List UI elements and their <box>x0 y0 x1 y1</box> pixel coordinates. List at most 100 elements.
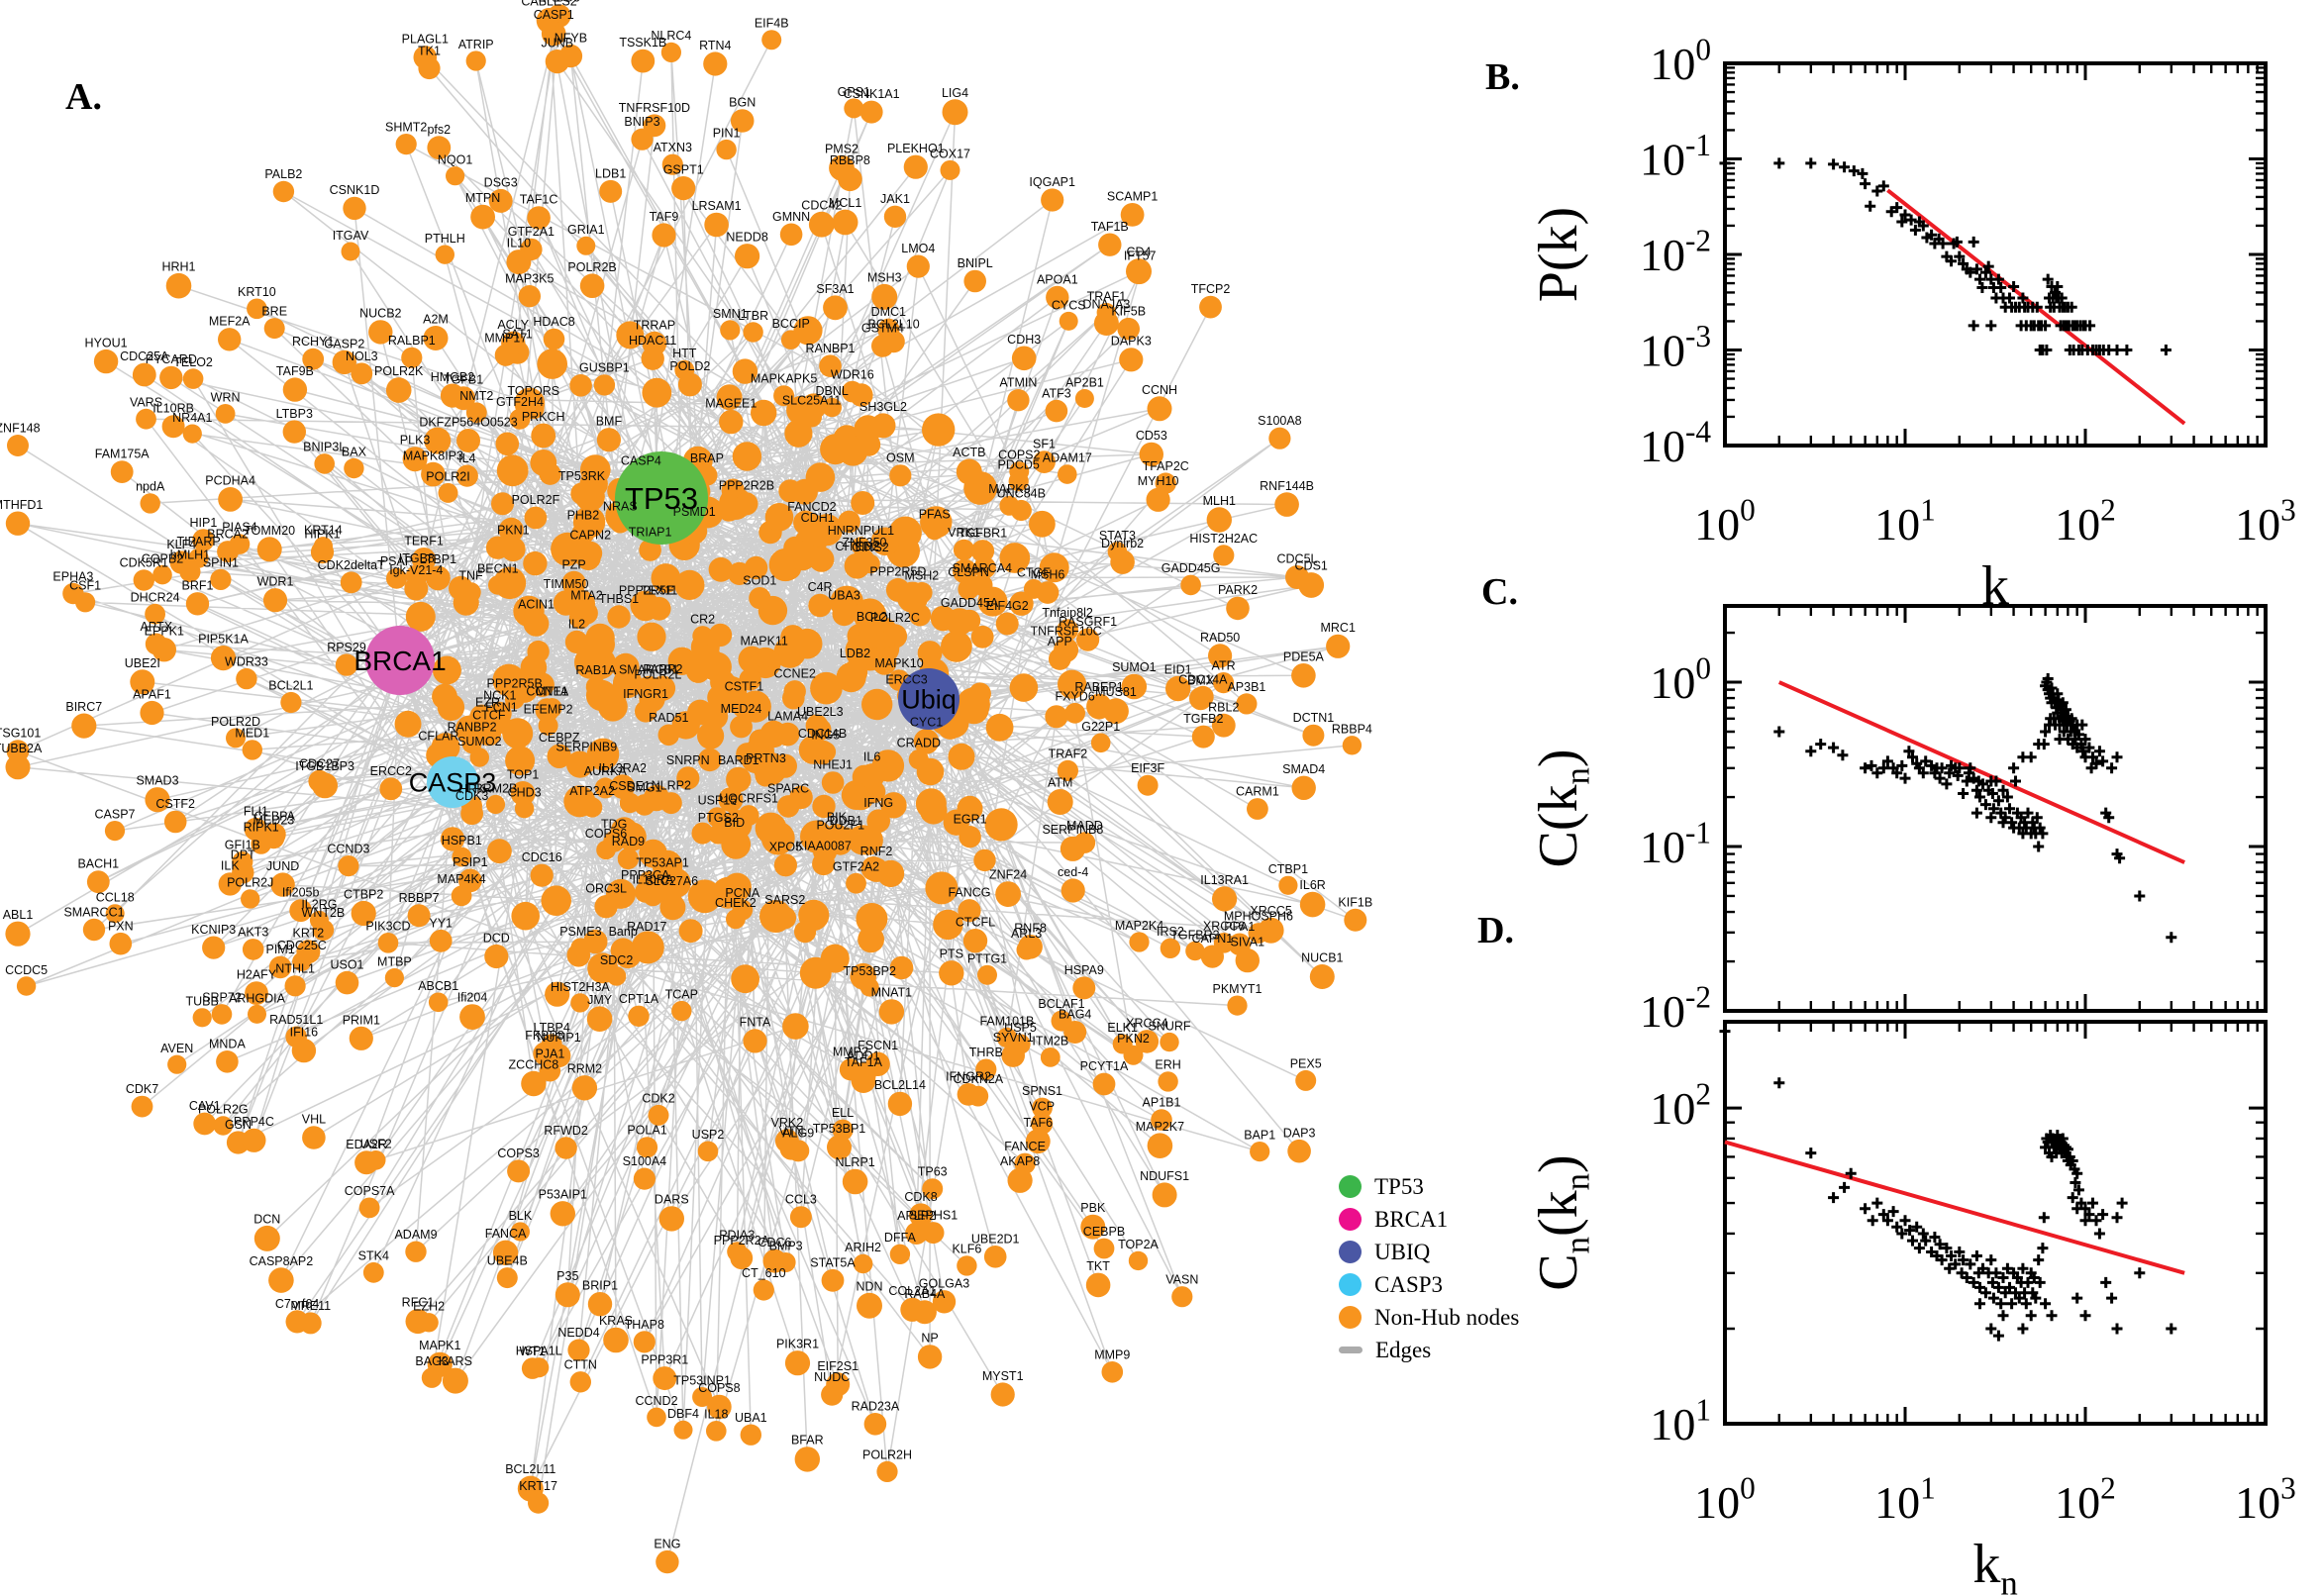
svg-text:IL10RB: IL10RB <box>152 402 194 416</box>
svg-text:FNTA: FNTA <box>740 1016 771 1030</box>
svg-text:VHL: VHL <box>302 1113 326 1127</box>
svg-text:100: 100 <box>1694 493 1756 549</box>
svg-text:CASP7: CASP7 <box>95 808 136 822</box>
svg-text:TOPORS: TOPORS <box>508 384 560 398</box>
svg-text:TRAF2: TRAF2 <box>1049 747 1088 760</box>
svg-text:SNRPN: SNRPN <box>666 753 710 767</box>
svg-text:CTBP2: CTBP2 <box>344 887 383 901</box>
svg-text:BNIPL: BNIPL <box>958 256 993 270</box>
svg-text:ATP2A2: ATP2A2 <box>569 784 615 798</box>
svg-text:TEX11: TEX11 <box>641 583 677 597</box>
svg-text:ACTB: ACTB <box>953 446 985 459</box>
svg-text:PKMYT1: PKMYT1 <box>1212 982 1262 996</box>
svg-text:PIK3CD: PIK3CD <box>365 920 410 934</box>
svg-text:VRK2: VRK2 <box>771 1116 804 1130</box>
svg-text:CCL3: CCL3 <box>785 1193 817 1207</box>
svg-text:WNT2B: WNT2B <box>302 906 346 920</box>
svg-text:EID1: EID1 <box>1164 662 1192 676</box>
svg-text:DCN: DCN <box>253 1213 280 1227</box>
svg-text:RAD23A: RAD23A <box>852 1399 900 1413</box>
svg-text:BAG4: BAG4 <box>1059 1008 1091 1022</box>
svg-text:CSF1: CSF1 <box>69 579 101 593</box>
svg-text:EIF4B: EIF4B <box>755 17 789 31</box>
svg-text:HYOU1: HYOU1 <box>85 336 128 349</box>
svg-text:UBE2I: UBE2I <box>125 656 160 670</box>
svg-text:CYCS: CYCS <box>1052 298 1086 312</box>
svg-text:CFLAR: CFLAR <box>418 730 458 744</box>
legend-item-label: BRCA1 <box>1374 1206 1449 1232</box>
svg-text:MTPN: MTPN <box>465 191 500 205</box>
svg-text:IFNGR1: IFNGR1 <box>623 687 668 701</box>
svg-text:MSH6: MSH6 <box>1031 568 1065 582</box>
svg-text:PSME3: PSME3 <box>559 925 601 939</box>
svg-text:PTTG1: PTTG1 <box>967 951 1007 965</box>
svg-text:RCHY1: RCHY1 <box>292 335 334 349</box>
svg-text:ATR: ATR <box>1212 659 1236 673</box>
svg-text:ARIH2: ARIH2 <box>845 1241 881 1254</box>
svg-text:SLC25A11: SLC25A11 <box>782 393 842 407</box>
svg-text:PMS2: PMS2 <box>825 142 858 155</box>
svg-text:NUCB1: NUCB1 <box>1301 951 1343 965</box>
svg-text:WRN: WRN <box>211 391 241 405</box>
svg-text:CDC16: CDC16 <box>522 850 562 864</box>
svg-text:HSPA9: HSPA9 <box>1064 963 1104 977</box>
panel-label-b: B. <box>1485 56 1520 98</box>
svg-text:THRB: THRB <box>969 1046 1003 1059</box>
svg-text:COL2A1: COL2A1 <box>888 1284 936 1298</box>
svg-text:BCL2L10: BCL2L10 <box>868 317 920 331</box>
svg-text:IL2RG: IL2RG <box>301 897 337 911</box>
svg-text:CD4: CD4 <box>1126 246 1151 259</box>
svg-text:TRAF1: TRAF1 <box>1087 290 1127 304</box>
svg-text:BECN1: BECN1 <box>477 562 519 576</box>
svg-text:IRS2: IRS2 <box>1157 925 1184 939</box>
svg-text:RPS29: RPS29 <box>327 641 366 654</box>
svg-text:XRCC4: XRCC4 <box>1126 1017 1167 1031</box>
svg-text:POLR2J: POLR2J <box>227 876 273 890</box>
svg-text:RNF144B: RNF144B <box>1260 479 1314 493</box>
svg-text:NUDC: NUDC <box>814 1370 850 1384</box>
svg-text:CD53: CD53 <box>1136 429 1167 443</box>
svg-text:BIRC7: BIRC7 <box>65 700 102 714</box>
svg-text:GFI1B: GFI1B <box>225 839 260 852</box>
tp53-hub-swatch-icon <box>1339 1175 1362 1198</box>
svg-text:CDK2deltaT: CDK2deltaT <box>318 558 385 572</box>
svg-text:GOLGA3: GOLGA3 <box>919 1277 969 1291</box>
svg-text:BCL2: BCL2 <box>857 610 887 624</box>
svg-text:NTHL1: NTHL1 <box>275 962 315 976</box>
svg-text:102: 102 <box>2055 1471 2116 1528</box>
svg-text:TOP2A: TOP2A <box>1118 1238 1159 1251</box>
svg-text:RAD51L1: RAD51L1 <box>269 1013 323 1027</box>
svg-text:BMP3: BMP3 <box>769 1240 803 1253</box>
svg-text:GSN: GSN <box>225 1118 252 1132</box>
svg-text:GPS1: GPS1 <box>838 85 870 99</box>
svg-text:100: 100 <box>1650 33 1711 89</box>
svg-text:PCYT1A: PCYT1A <box>1080 1059 1129 1073</box>
svg-text:100: 100 <box>1650 651 1711 708</box>
legend-item-label: TP53 <box>1374 1173 1424 1199</box>
svg-text:HDAC11: HDAC11 <box>629 334 676 348</box>
svg-text:103: 103 <box>2235 493 2296 549</box>
chart-b-tick-labels: 100 101 102 103 100 10-1 10-2 10-3 10-4 <box>1640 33 2296 549</box>
svg-text:RAB1A: RAB1A <box>575 663 617 677</box>
svg-text:SOD1: SOD1 <box>743 574 776 588</box>
svg-text:JAK1: JAK1 <box>880 192 910 206</box>
legend-item-nonhub: Non-Hub nodes <box>1339 1305 1519 1330</box>
svg-text:TP53RK: TP53RK <box>558 469 606 483</box>
svg-text:NEDD4: NEDD4 <box>557 1326 599 1340</box>
casp3-hub <box>427 756 478 808</box>
svg-text:THAP8: THAP8 <box>625 1318 664 1332</box>
svg-text:XPO5: XPO5 <box>769 841 802 854</box>
svg-text:PSAP: PSAP <box>380 554 413 568</box>
svg-text:APLP2: APLP2 <box>897 1209 936 1223</box>
svg-text:MYST1: MYST1 <box>982 1369 1024 1383</box>
ubiq-hub-swatch-icon <box>1339 1241 1362 1263</box>
svg-text:PRTN3: PRTN3 <box>746 751 786 765</box>
svg-text:PSIP1: PSIP1 <box>453 855 487 869</box>
svg-text:SDC2: SDC2 <box>600 953 633 967</box>
svg-text:MSH3: MSH3 <box>867 270 902 284</box>
svg-text:GSPT1: GSPT1 <box>663 162 704 176</box>
svg-text:Tnfaip8l2: Tnfaip8l2 <box>1042 606 1092 620</box>
svg-text:TAF9: TAF9 <box>650 210 679 224</box>
svg-text:CTCFL: CTCFL <box>956 916 995 930</box>
svg-text:XRCC6: XRCC6 <box>1203 919 1245 933</box>
